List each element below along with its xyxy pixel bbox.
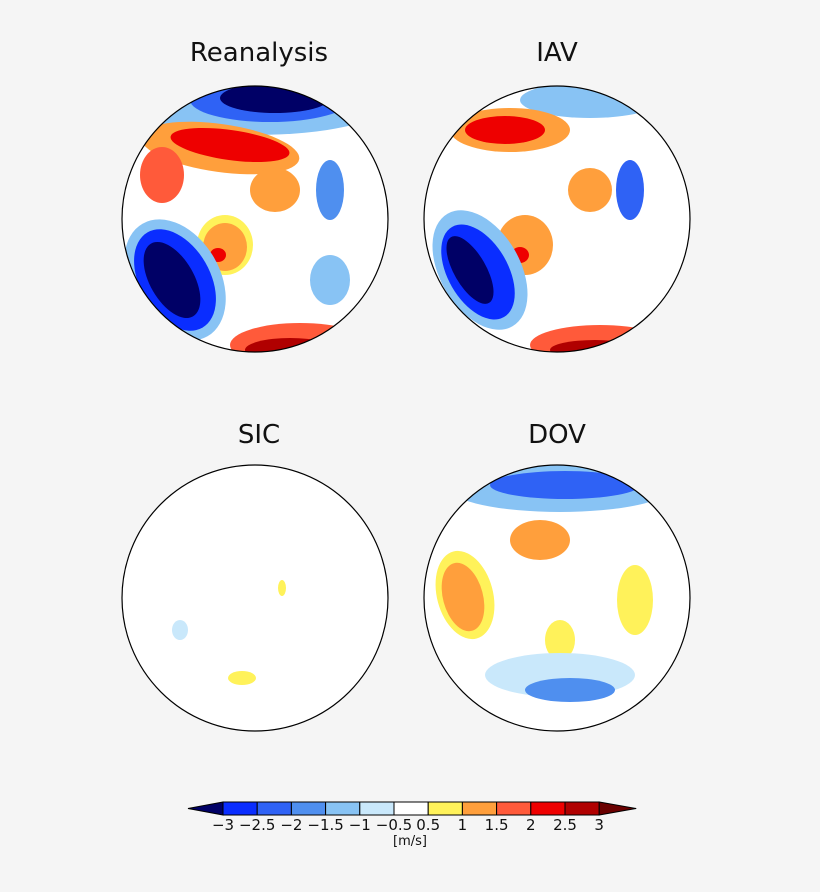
map-dov (424, 465, 690, 731)
colorbar-tick-label: −0.5 (375, 816, 413, 834)
map-sic (122, 465, 388, 731)
colorbar-segment (564, 801, 600, 816)
colorbar-tick-label: −1.5 (307, 816, 344, 834)
colorbar-tick-label: 3 (594, 816, 604, 834)
map-border (121, 464, 389, 732)
colorbar-tick-label: 1.5 (484, 816, 509, 834)
map-reanalysis (122, 86, 388, 352)
colorbar-tick-label: 0.5 (416, 816, 441, 834)
colorbar-segment (222, 801, 258, 816)
colorbar (187, 801, 637, 816)
map-iav (424, 86, 690, 352)
colorbar-tick-label: −1 (348, 816, 371, 834)
panel-title-sic: SIC (237, 420, 281, 450)
colorbar-tick-label: −2.5 (238, 816, 276, 834)
map-border (121, 85, 389, 353)
colorbar-tick-label: 2.5 (553, 816, 577, 834)
colorbar-tick-label: −2 (280, 816, 303, 834)
colorbar-segment (461, 801, 498, 816)
colorbar-segment (256, 801, 292, 816)
colorbar-segment (359, 801, 395, 816)
colorbar-segment (290, 801, 327, 816)
colorbar-arrow-high (598, 801, 637, 816)
colorbar-tick-label: 2 (526, 816, 536, 834)
colorbar-segment (496, 801, 532, 816)
colorbar-unit: [m/s] (393, 834, 427, 849)
colorbar-segment (325, 801, 361, 816)
panel-title-dov: DOV (528, 420, 586, 450)
panel-title-reanalysis: Reanalysis (189, 38, 329, 68)
colorbar-segment (393, 801, 429, 816)
map-border (423, 85, 691, 353)
colorbar-segment (427, 801, 463, 816)
colorbar-arrow-low (187, 801, 224, 816)
colorbar-tick-label: −3 (211, 816, 235, 834)
panel-title-iav: IAV (536, 38, 578, 68)
map-border (423, 464, 691, 732)
colorbar-tick-label: 1 (457, 816, 468, 834)
colorbar-segment (530, 801, 566, 816)
